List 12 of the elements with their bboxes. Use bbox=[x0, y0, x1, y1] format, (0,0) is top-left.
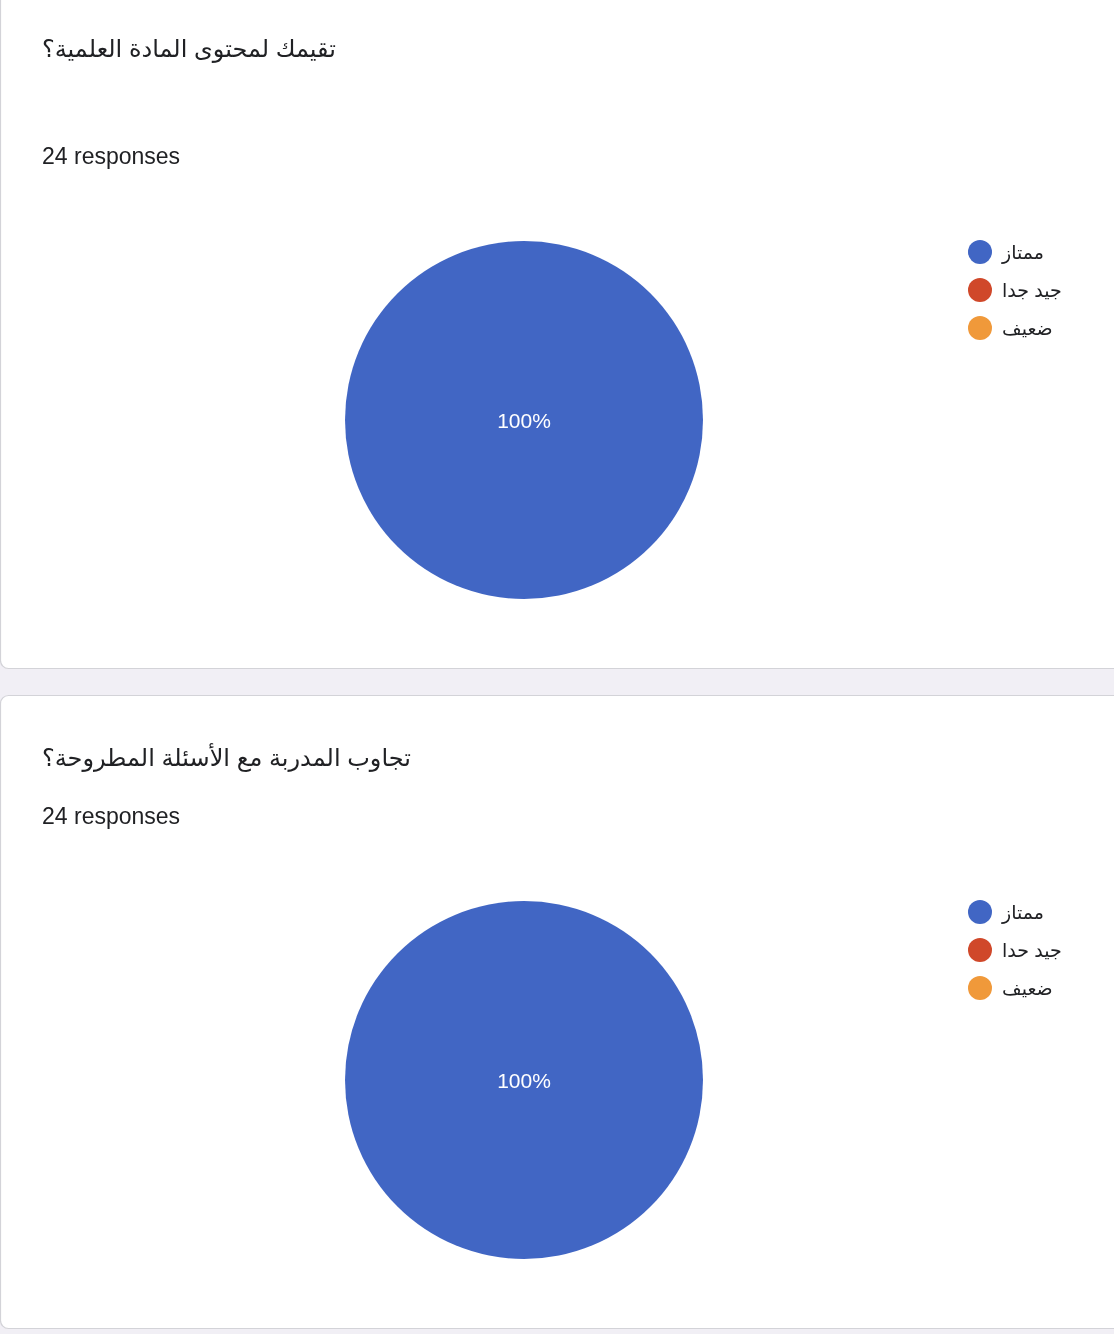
chart-title: تجاوب المدربة مع الأسئلة المطروحة؟ bbox=[42, 742, 411, 772]
legend-label: ضعيف bbox=[1002, 977, 1053, 999]
legend-label: ممتاز bbox=[1001, 901, 1044, 924]
legend: ممتاز جيد حدا ضعيف bbox=[968, 900, 1062, 1000]
text: 24 responses bbox=[42, 143, 181, 169]
legend-label: جيد جدا bbox=[1002, 279, 1062, 301]
legend-label: جيد حدا bbox=[1002, 939, 1062, 961]
chart-title: تقيمك لمحتوى المادة العلمية؟ bbox=[42, 34, 336, 63]
legend: ممتاز جيد جدا ضعيف bbox=[968, 240, 1062, 340]
text: 24 responses bbox=[42, 803, 181, 829]
legend-label: ممتاز bbox=[1001, 241, 1044, 264]
legend-label: ضعيف bbox=[1002, 317, 1053, 339]
